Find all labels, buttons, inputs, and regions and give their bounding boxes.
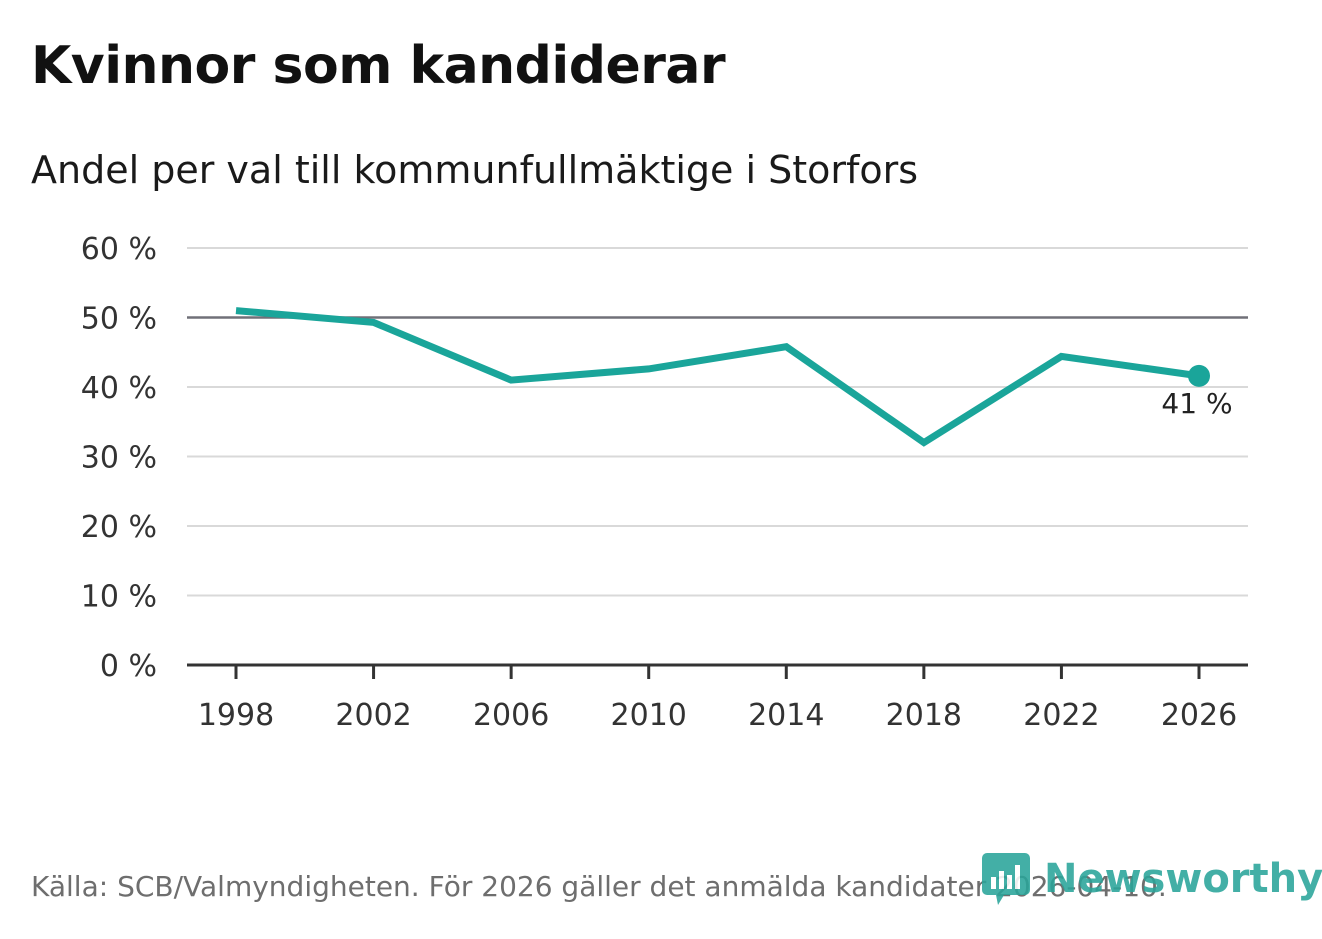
y-tick-label: 0 % — [100, 649, 157, 684]
y-tick-label: 40 % — [81, 371, 157, 406]
newsworthy-logo-icon — [982, 853, 1030, 905]
chart-subtitle: Andel per val till kommunfullmäktige i S… — [31, 148, 919, 192]
y-tick-label: 10 % — [81, 580, 157, 615]
series-line — [235, 307, 1200, 447]
x-tick-label: 2018 — [886, 698, 962, 733]
x-tick-label: 2010 — [611, 698, 687, 733]
y-tick-label: 60 % — [81, 232, 157, 267]
end-value-label: 41 % — [1161, 387, 1232, 420]
x-tick-label: 2002 — [335, 698, 411, 733]
newsworthy-brand: Newsworthy — [982, 846, 1322, 912]
brand-name: Newsworthy — [1044, 856, 1322, 902]
x-tick-label: 2014 — [748, 698, 824, 733]
end-point-marker — [1188, 364, 1210, 387]
y-tick-label: 20 % — [81, 510, 157, 545]
x-tick-label: 2006 — [473, 698, 549, 733]
y-tick-label: 50 % — [81, 302, 157, 337]
source-note: Källa: SCB/Valmyndigheten. För 2026 gäll… — [31, 870, 1167, 903]
x-tick-label: 2022 — [1023, 698, 1099, 733]
x-tick-label: 1998 — [198, 698, 274, 733]
chart-title: Kvinnor som kandiderar — [31, 36, 726, 96]
y-tick-label: 30 % — [81, 441, 157, 476]
x-tick-label: 2026 — [1161, 698, 1237, 733]
